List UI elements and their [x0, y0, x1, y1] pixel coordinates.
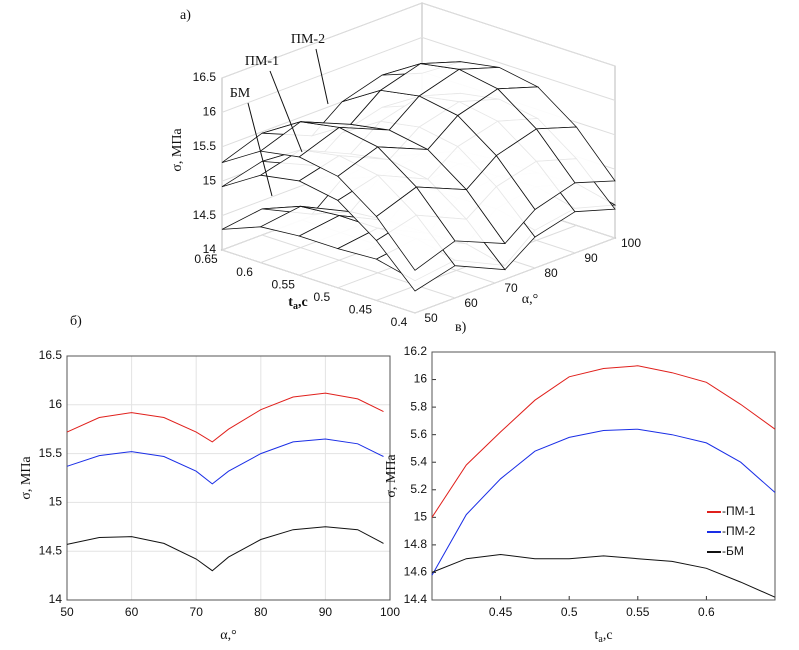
y-tick-label: 14.6 [404, 565, 428, 579]
y-tick-label: 16.2 [404, 344, 428, 358]
y-tick-label: 16 [49, 397, 63, 411]
x-tick-label: 80 [254, 605, 268, 619]
x-tick-label: 50 [60, 605, 74, 619]
plot-frame [431, 351, 776, 601]
y-tick-label: 15 [414, 510, 428, 524]
legend-label: -БМ [722, 544, 744, 558]
y-tick-label: 60 [464, 296, 478, 310]
z-tick-label: 16 [203, 105, 217, 119]
series-leader [315, 48, 329, 105]
x-tick-label: 0.5 [313, 290, 330, 304]
z-tick-label: 14 [203, 242, 217, 256]
y-tick-label: 16.5 [39, 348, 63, 362]
x-tick-label: 60 [125, 605, 139, 619]
axis-label: tа,с [288, 295, 307, 312]
y-tick-label: 50 [424, 311, 438, 325]
z-tick-label: 16.5 [193, 70, 217, 84]
axis-label-base: t [594, 628, 598, 643]
y-tick-label: 15 [49, 495, 63, 509]
y-tick-label: 70 [504, 281, 518, 295]
y-tick-label: 15.5 [39, 446, 63, 460]
axis-label: σ, МПа [170, 128, 185, 172]
series-label: БМ [230, 86, 251, 101]
x-tick-label: 100 [380, 605, 400, 619]
x-grid-line [414, 237, 616, 314]
legend-label: -ПМ-2 [722, 524, 756, 538]
y-tick-label: 100 [621, 236, 641, 250]
x-tick-label: 90 [319, 605, 333, 619]
y-tick-label: 5.8 [410, 399, 427, 413]
axis-label: σ, МПа [19, 456, 34, 500]
x-tick-label: 0.55 [626, 605, 650, 619]
z-tick-label: 15.5 [193, 139, 217, 153]
y-tick-label: 16 [414, 372, 428, 386]
axis-label: tа,с [594, 628, 612, 645]
x-tick-label: 0.6 [236, 265, 253, 279]
x-tick-label: 0.45 [349, 303, 373, 317]
series-line [66, 526, 384, 572]
surface-cell [535, 126, 616, 184]
series-leader [269, 70, 303, 153]
y-tick-label: 14 [49, 592, 63, 606]
panel-label: б) [70, 314, 82, 329]
y-grid-line [221, 249, 416, 314]
axis-label: σ, МПа [384, 454, 399, 498]
panel-label: а) [180, 8, 191, 23]
x-tick-label: 70 [190, 605, 204, 619]
x-tick-label: 0.55 [272, 277, 296, 291]
axis-label-sub: а [598, 634, 603, 645]
plot-frame [66, 355, 391, 601]
series-line [431, 428, 776, 576]
y-tick-label: 5.2 [410, 482, 427, 496]
series-line [66, 392, 384, 443]
legend-label: -ПМ-1 [722, 504, 756, 518]
x-tick-label: 0.5 [561, 605, 578, 619]
series-line [66, 438, 384, 485]
series-label: ПМ-1 [245, 54, 279, 69]
y-tick-label: 14.8 [404, 537, 428, 551]
y-tick-label: 14.5 [39, 543, 63, 557]
y-grid-line [261, 234, 456, 299]
axis-label: α,° [220, 628, 236, 643]
y-tick-label: 90 [584, 251, 598, 265]
series-label: ПМ-2 [291, 32, 325, 47]
y-tick-label: 80 [544, 266, 558, 280]
axis-label-unit: ,с [298, 295, 308, 310]
series-leader [247, 102, 273, 197]
axis-label: α,° [522, 292, 538, 307]
x-tick-label: 0.65 [194, 252, 218, 266]
x-tick-label: 0.4 [391, 315, 408, 329]
axis-label-unit: ,с [603, 628, 613, 643]
z-grid-line [221, 36, 616, 113]
y-tick-label: 14.4 [404, 592, 428, 606]
axis-label-sub: а [293, 301, 298, 312]
z-grid-line [221, 2, 616, 79]
x-tick-label: 0.6 [698, 605, 715, 619]
axis-label-base: t [288, 295, 293, 310]
z-tick-label: 15 [203, 173, 217, 187]
panel-label: в) [455, 320, 467, 335]
y-tick-label: 5.6 [410, 427, 427, 441]
x-tick-label: 0.45 [489, 605, 513, 619]
series-line [431, 365, 776, 518]
series-line [431, 553, 776, 598]
y-tick-label: 5.4 [410, 454, 427, 468]
z-tick-label: 14.5 [193, 208, 217, 222]
